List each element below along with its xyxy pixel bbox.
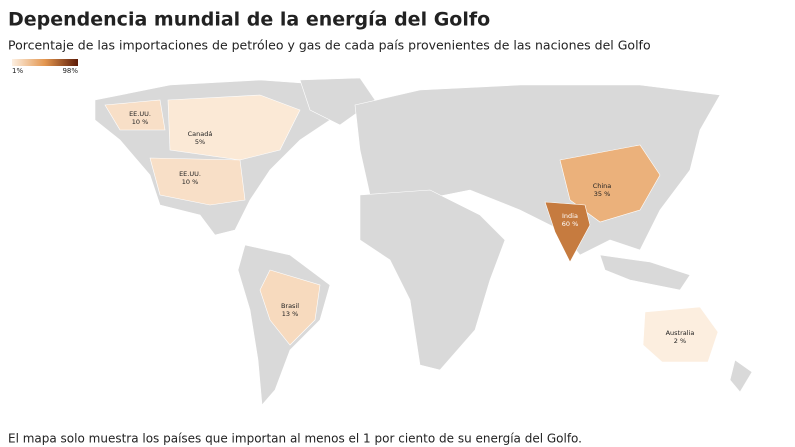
- country-name: India: [562, 212, 578, 220]
- country: [149, 157, 246, 206]
- country-value: 35 %: [594, 190, 611, 198]
- country-value: 60 %: [562, 220, 579, 228]
- legend-bar: [12, 59, 78, 66]
- country: [559, 144, 661, 223]
- footnote: El mapa solo muestra los países que impo…: [8, 432, 582, 446]
- legend-max: 98%: [62, 67, 78, 75]
- country: [167, 94, 301, 161]
- country: [104, 99, 166, 131]
- country-name: Brasil: [281, 302, 299, 310]
- country-value: 5%: [195, 138, 205, 146]
- country-name: China: [593, 182, 612, 190]
- country: [544, 201, 591, 263]
- country-name: EE.UU.: [179, 170, 201, 178]
- country: [259, 269, 321, 346]
- country-name: Australia: [666, 329, 695, 337]
- country-value: 13 %: [282, 310, 299, 318]
- legend-min: 1%: [12, 67, 23, 75]
- country-value: 10 %: [182, 178, 199, 186]
- country-value: 10 %: [132, 118, 149, 126]
- title: Dependencia mundial de la energía del Go…: [8, 9, 490, 31]
- country-name: EE.UU.: [129, 110, 151, 118]
- country-name: Canadá: [188, 130, 213, 138]
- subtitle: Porcentaje de las importaciones de petró…: [8, 38, 651, 53]
- country-value: 2 %: [674, 337, 686, 345]
- country: [642, 306, 719, 363]
